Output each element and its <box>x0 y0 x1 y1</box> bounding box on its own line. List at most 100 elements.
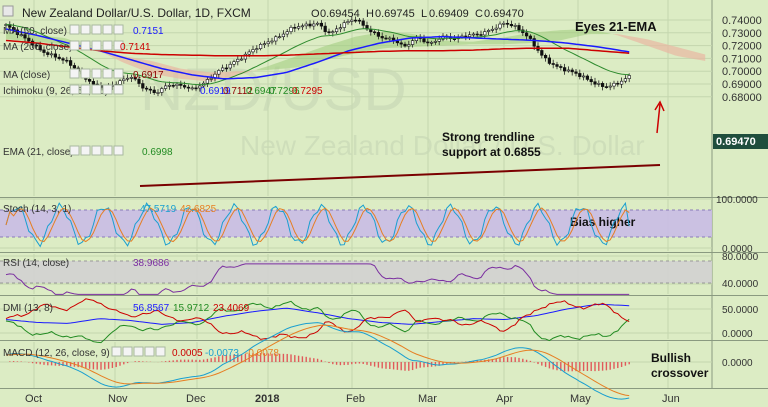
candle-body <box>483 31 487 36</box>
candle-body <box>570 69 574 73</box>
legend-toggle-box[interactable] <box>91 84 102 95</box>
legend-toggle-box[interactable] <box>69 40 80 51</box>
annotation-trendline: Strong trendline support at 0.6855 <box>442 130 541 159</box>
ohlc-low-label: L <box>421 8 427 20</box>
legend-toggle-box[interactable] <box>80 24 91 35</box>
legend-toggle-box[interactable] <box>133 346 144 357</box>
legend-toggle-box[interactable] <box>155 346 166 357</box>
candle-body <box>399 42 403 45</box>
candle-body <box>608 85 612 88</box>
svg-text:crossover: crossover <box>651 366 709 380</box>
candle-body <box>532 38 536 47</box>
ichimoku-cloud-bullish <box>6 29 614 71</box>
candle-body <box>623 78 627 82</box>
legend-toggle-box[interactable] <box>102 68 113 79</box>
indicator-labels: Stoch (14, 3, 1) 47.5719 42.6825 RSI (14, c… <box>3 204 279 359</box>
legend-toggle-box[interactable] <box>113 84 124 95</box>
legend-toggle-box[interactable] <box>102 145 113 156</box>
time-axis-panel <box>0 389 768 407</box>
candle-body <box>505 22 510 25</box>
price-tick: 0.72000 <box>722 41 762 53</box>
legend-toggle-box[interactable] <box>102 40 113 51</box>
legend-label: EMA (21, close) <box>3 147 74 158</box>
legend-toggle-box[interactable] <box>113 40 124 51</box>
candle-body <box>467 34 472 37</box>
candle-body <box>72 65 76 69</box>
svg-text:New Zealand Dollar / U.S. Doll: New Zealand Dollar / U.S. Dollar <box>240 130 645 161</box>
candle-body <box>585 75 589 80</box>
time-tick: 2018 <box>255 393 279 405</box>
candle-body <box>247 51 251 55</box>
legend-toggle-box[interactable] <box>69 68 80 79</box>
legend-value: 0.7151 <box>133 26 164 37</box>
legend-toggle-box[interactable] <box>113 145 124 156</box>
legend-toggle-box[interactable] <box>122 346 133 357</box>
candle-body <box>46 52 50 55</box>
legend-toggle-box[interactable] <box>69 145 80 156</box>
candle-body <box>304 23 308 27</box>
legend-toggle-box[interactable] <box>91 24 102 35</box>
macd-signal-line <box>5 324 630 397</box>
legend-toggle-box[interactable] <box>80 145 91 156</box>
legend-toggle-box[interactable] <box>80 40 91 51</box>
annotation-eyes-ema: Eyes 21-EMA <box>575 19 657 34</box>
candle-body <box>129 77 134 79</box>
legend-toggle-box[interactable] <box>111 346 122 357</box>
legend-toggle-box[interactable] <box>69 24 80 35</box>
legend-toggle-box[interactable] <box>80 68 91 79</box>
legend-toggle-box[interactable] <box>80 84 91 95</box>
candle-body <box>376 32 381 37</box>
rsi-tick: 40.0000 <box>722 279 759 290</box>
candle-body <box>471 33 476 36</box>
price-tick: 0.74000 <box>722 15 762 27</box>
candle-body <box>410 40 415 45</box>
macd-histogram <box>9 352 630 372</box>
svg-text:support at 0.6855: support at 0.6855 <box>442 145 541 159</box>
candle-body <box>240 58 244 61</box>
candle-body <box>551 63 555 65</box>
macd-label: MACD (12, 26, close, 9) <box>3 348 110 359</box>
time-tick: Apr <box>496 393 513 405</box>
candle-body <box>194 87 198 90</box>
legend-toggle-box[interactable] <box>102 24 113 35</box>
legend-toggle-box[interactable] <box>144 346 155 357</box>
candle-body <box>498 23 502 29</box>
candle-body <box>616 82 620 85</box>
legend-value: 0.7295 <box>292 86 323 97</box>
time-tick: Jun <box>662 393 680 405</box>
legend-toggle-box[interactable] <box>69 84 80 95</box>
candle-body <box>372 31 377 34</box>
candle-body <box>167 85 172 87</box>
legend-toggle-box[interactable] <box>91 68 102 79</box>
rsi-band <box>0 261 712 283</box>
candle-body <box>145 87 149 90</box>
legend-toggle-box[interactable] <box>113 24 124 35</box>
candle-body <box>91 81 95 85</box>
macd-line <box>5 322 630 400</box>
candle-body <box>65 59 69 62</box>
legend-label: Ichimoku (9, 26, 52, 26) <box>3 86 108 97</box>
candle-body <box>205 79 210 84</box>
candle-body <box>61 58 65 61</box>
candle-body <box>319 22 324 27</box>
candle-body <box>559 66 563 68</box>
price-axis-panel <box>712 0 768 389</box>
ohlc-high-label: H <box>366 8 374 20</box>
candle-body <box>346 21 350 24</box>
ohlc-high: 0.69745 <box>375 8 415 20</box>
candle-body <box>175 83 179 86</box>
rsi-tick: 80.0000 <box>722 252 759 263</box>
candle-body <box>251 49 255 53</box>
candle-body <box>53 53 57 58</box>
candle-body <box>486 30 491 32</box>
legend-toggle-box[interactable] <box>102 84 113 95</box>
dmi-tick: 50.0000 <box>722 305 759 316</box>
candle-body <box>296 26 301 29</box>
candle-body <box>357 19 362 22</box>
candle-body <box>338 27 343 30</box>
candle-body <box>23 34 27 39</box>
legend-toggle-box[interactable] <box>113 68 124 79</box>
legend-toggle-box[interactable] <box>91 145 102 156</box>
legend-toggle-box[interactable] <box>91 40 102 51</box>
